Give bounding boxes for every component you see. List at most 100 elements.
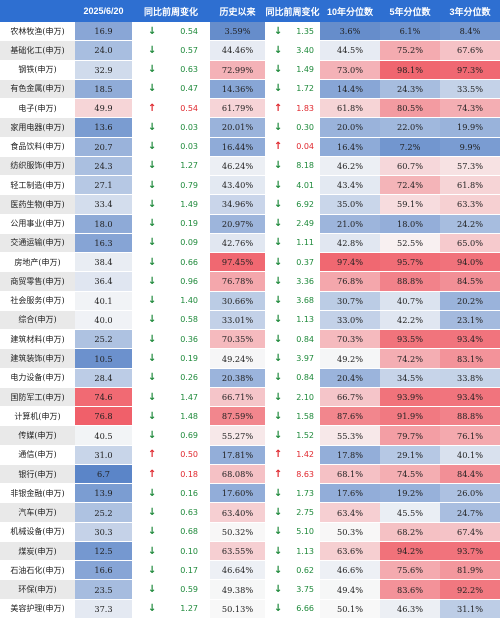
week-change-cell: ↓ 6.66: [265, 599, 320, 619]
down-arrow-icon: ↓: [148, 391, 157, 403]
week-change-value: 8.63: [296, 469, 314, 479]
pe-value: 32.9: [75, 60, 132, 80]
week-change-cell: ↓ 5.10: [265, 522, 320, 542]
percentile-5y: 95.7%: [380, 253, 440, 273]
up-arrow-icon: ↑: [148, 449, 157, 461]
percentile-5y: 34.5%: [380, 368, 440, 388]
table-row: 建筑装饰(申万) 10.5 ↓ 0.19 49.24% ↓ 3.97 49.2% 74.2% 83…: [0, 349, 500, 369]
historical-percentile: 50.13%: [210, 599, 265, 619]
historical-percentile: 44.46%: [210, 41, 265, 61]
week-change-cell: ↓ 0.96: [132, 272, 210, 292]
column-header-5: 10年分位数: [320, 0, 380, 22]
historical-percentile: 50.32%: [210, 522, 265, 542]
down-arrow-icon: ↓: [148, 372, 157, 384]
historical-percentile: 72.99%: [210, 60, 265, 80]
pe-value: 25.2: [75, 330, 132, 350]
industry-name: 石油石化(申万): [0, 561, 75, 581]
pe-value: 31.0: [75, 445, 132, 465]
percentile-5y: 74.5%: [380, 464, 440, 485]
percentile-10y: 55.3%: [320, 426, 380, 446]
percentile-10y: 17.6%: [320, 484, 380, 504]
week-change-value: 0.03: [180, 142, 198, 152]
historical-percentile: 61.79%: [210, 99, 265, 119]
industry-name: 公用事业(申万): [0, 214, 75, 234]
table-row: 银行(申万) 6.7 ↑ 0.18 68.08% ↑ 8.63 68.1% 74.5% 84.4%: [0, 464, 500, 485]
percentile-3y: 92.2%: [440, 580, 500, 600]
week-change-cell: ↓ 0.84: [265, 368, 320, 388]
industry-name: 综合(申万): [0, 310, 75, 331]
week-change-cell: ↓ 0.03: [132, 137, 210, 157]
table-row: 美容护理(申万) 37.3 ↓ 1.27 50.13% ↓ 6.66 50.1% 46.3% 31…: [0, 599, 500, 619]
percentile-5y: 24.3%: [380, 79, 440, 100]
week-change-value: 1.47: [180, 392, 198, 402]
week-change-value: 3.75: [296, 585, 314, 595]
percentile-10y: 46.6%: [320, 561, 380, 581]
percentile-10y: 66.7%: [320, 387, 380, 408]
industry-name: 传媒(申万): [0, 426, 75, 446]
down-arrow-icon: ↓: [148, 25, 157, 37]
percentile-10y: 42.8%: [320, 233, 380, 254]
week-change-cell: ↓ 1.13: [265, 310, 320, 331]
pe-value: 27.1: [75, 176, 132, 196]
percentile-3y: 23.1%: [440, 310, 500, 331]
table-row: 汽车(申万) 25.2 ↓ 0.63 63.40% ↓ 2.75 63.4% 45.5% 24.7…: [0, 503, 500, 523]
down-arrow-icon: ↓: [274, 333, 283, 345]
table-row: 机械设备(申万) 30.3 ↓ 0.68 50.32% ↓ 5.10 50.3% 68.2% 67…: [0, 522, 500, 542]
week-change-value: 8.18: [296, 161, 314, 171]
historical-percentile: 97.45%: [210, 253, 265, 273]
industry-name: 环保(申万): [0, 580, 75, 600]
week-change-value: 0.63: [180, 65, 198, 75]
table-row: 公用事业(申万) 18.0 ↓ 0.19 20.97% ↓ 2.49 21.0% 18.0% 24…: [0, 214, 500, 234]
industry-name: 交通运输(申万): [0, 233, 75, 254]
week-change-cell: ↓ 1.73: [265, 484, 320, 504]
table-row: 综合(申万) 40.0 ↓ 0.58 33.01% ↓ 1.13 33.0% 42.2% 23.1…: [0, 310, 500, 331]
week-change-cell: ↓ 1.58: [265, 407, 320, 427]
historical-percentile: 46.24%: [210, 156, 265, 177]
week-change-cell: ↓ 6.92: [265, 195, 320, 215]
down-arrow-icon: ↓: [148, 487, 157, 499]
down-arrow-icon: ↓: [274, 83, 283, 95]
percentile-5y: 60.7%: [380, 156, 440, 177]
table-row: 电力设备(申万) 28.4 ↓ 0.26 20.38% ↓ 0.84 20.4% 34.5% 33…: [0, 368, 500, 388]
down-arrow-icon: ↓: [148, 564, 157, 576]
percentile-5y: 80.5%: [380, 99, 440, 119]
industry-name: 食品饮料(申万): [0, 137, 75, 157]
percentile-3y: 94.0%: [440, 253, 500, 273]
week-change-cell: ↓ 1.27: [132, 156, 210, 177]
industry-name: 钢铁(申万): [0, 60, 75, 80]
week-change-value: 1.13: [296, 546, 314, 556]
week-change-value: 6.66: [296, 604, 314, 614]
column-header-2: 同比前周变化: [132, 0, 210, 22]
down-arrow-icon: ↓: [148, 314, 157, 326]
week-change-value: 0.63: [180, 508, 198, 518]
percentile-5y: 93.9%: [380, 387, 440, 408]
week-change-value: 0.54: [180, 103, 198, 113]
table-row: 基础化工(申万) 24.0 ↓ 0.57 44.46% ↓ 3.40 44.5% 75.2% 67…: [0, 41, 500, 61]
percentile-5y: 91.9%: [380, 407, 440, 427]
percentile-10y: 97.4%: [320, 253, 380, 273]
percentile-3y: 67.6%: [440, 41, 500, 61]
week-change-value: 0.50: [180, 450, 198, 460]
percentile-10y: 68.1%: [320, 464, 380, 485]
historical-percentile: 20.97%: [210, 214, 265, 234]
week-change-value: 0.19: [180, 219, 198, 229]
week-change-cell: ↑ 1.42: [265, 445, 320, 465]
table-row: 国防军工(申万) 74.6 ↓ 1.47 66.71% ↓ 2.10 66.7% 93.9% 93…: [0, 387, 500, 408]
pe-value: 16.9: [75, 22, 132, 42]
up-arrow-icon: ↑: [274, 449, 283, 461]
table-row: 商贸零售(申万) 36.4 ↓ 0.96 76.78% ↓ 3.36 76.8% 88.8% 84…: [0, 272, 500, 292]
week-change-value: 1.52: [296, 431, 314, 441]
percentile-3y: 84.4%: [440, 464, 500, 485]
week-change-value: 0.58: [180, 315, 198, 325]
down-arrow-icon: ↓: [274, 507, 283, 519]
week-change-value: 0.79: [180, 180, 198, 190]
percentile-5y: 75.2%: [380, 41, 440, 61]
historical-percentile: 87.59%: [210, 407, 265, 427]
up-arrow-icon: ↑: [148, 102, 157, 114]
pe-value: 16.3: [75, 233, 132, 254]
historical-percentile: 33.01%: [210, 310, 265, 331]
percentile-5y: 18.0%: [380, 214, 440, 234]
week-change-cell: ↓ 1.40: [132, 291, 210, 311]
week-change-cell: ↓ 0.47: [132, 79, 210, 100]
week-change-value: 3.36: [296, 276, 314, 286]
